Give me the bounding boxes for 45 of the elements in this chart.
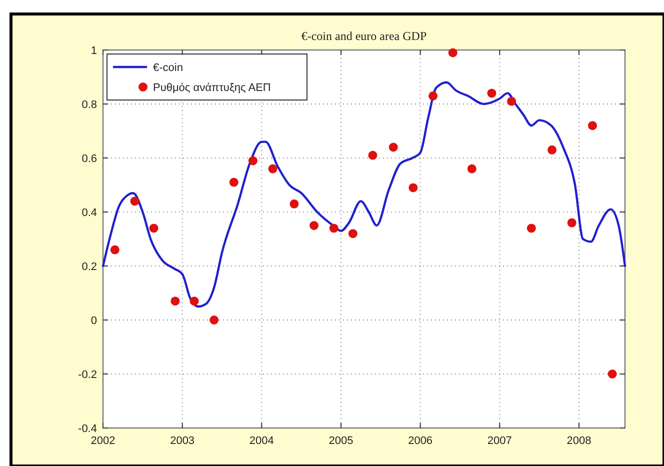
point: [608, 370, 617, 378]
y-tick-label: 0.4: [82, 207, 97, 219]
point: [210, 316, 219, 324]
x-tick-label: 2008: [566, 435, 592, 447]
line-series: [102, 81, 626, 308]
x-tick-label: 2003: [170, 435, 195, 447]
point: [467, 164, 476, 174]
y-tick-label: -0.2: [78, 369, 97, 381]
x-tick-label: 2006: [408, 435, 433, 447]
legend-label: €-coin: [153, 62, 183, 74]
y-tick-label: 1: [90, 45, 97, 57]
point: [329, 224, 338, 233]
x-tick-label: 2002: [90, 435, 116, 447]
x-tick-label: 2005: [328, 435, 354, 447]
point: [310, 221, 319, 230]
point: [130, 196, 140, 206]
point: [368, 150, 378, 160]
point: [487, 88, 496, 98]
point: [290, 199, 299, 208]
x-tick-label: 2007: [487, 435, 512, 447]
point: [526, 224, 536, 233]
y-tick-label: 0.6: [82, 153, 97, 165]
point: [567, 218, 576, 228]
point: [348, 229, 358, 238]
point: [507, 96, 516, 106]
point: [248, 156, 258, 166]
point: [190, 296, 199, 306]
point: [588, 121, 597, 130]
point: [229, 178, 238, 187]
y-tick-label: 0.8: [82, 99, 97, 111]
y-tick-label: -0.4: [78, 423, 97, 435]
point: [268, 164, 278, 174]
point: [388, 142, 398, 152]
point: [448, 48, 458, 58]
x-tick-label: 2004: [249, 435, 274, 447]
y-tick-label: 0: [90, 315, 97, 327]
point: [149, 224, 158, 233]
y-tick-label: 0.2: [82, 261, 97, 273]
point: [548, 145, 557, 154]
point: [110, 245, 120, 254]
point: [170, 296, 180, 306]
point: [408, 183, 418, 192]
chart-title: €-coin and euro area GDP: [301, 29, 427, 43]
point: [428, 91, 438, 100]
legend-label: Ρυθμός ανάπτυξης ΑΕΠ: [153, 82, 271, 94]
